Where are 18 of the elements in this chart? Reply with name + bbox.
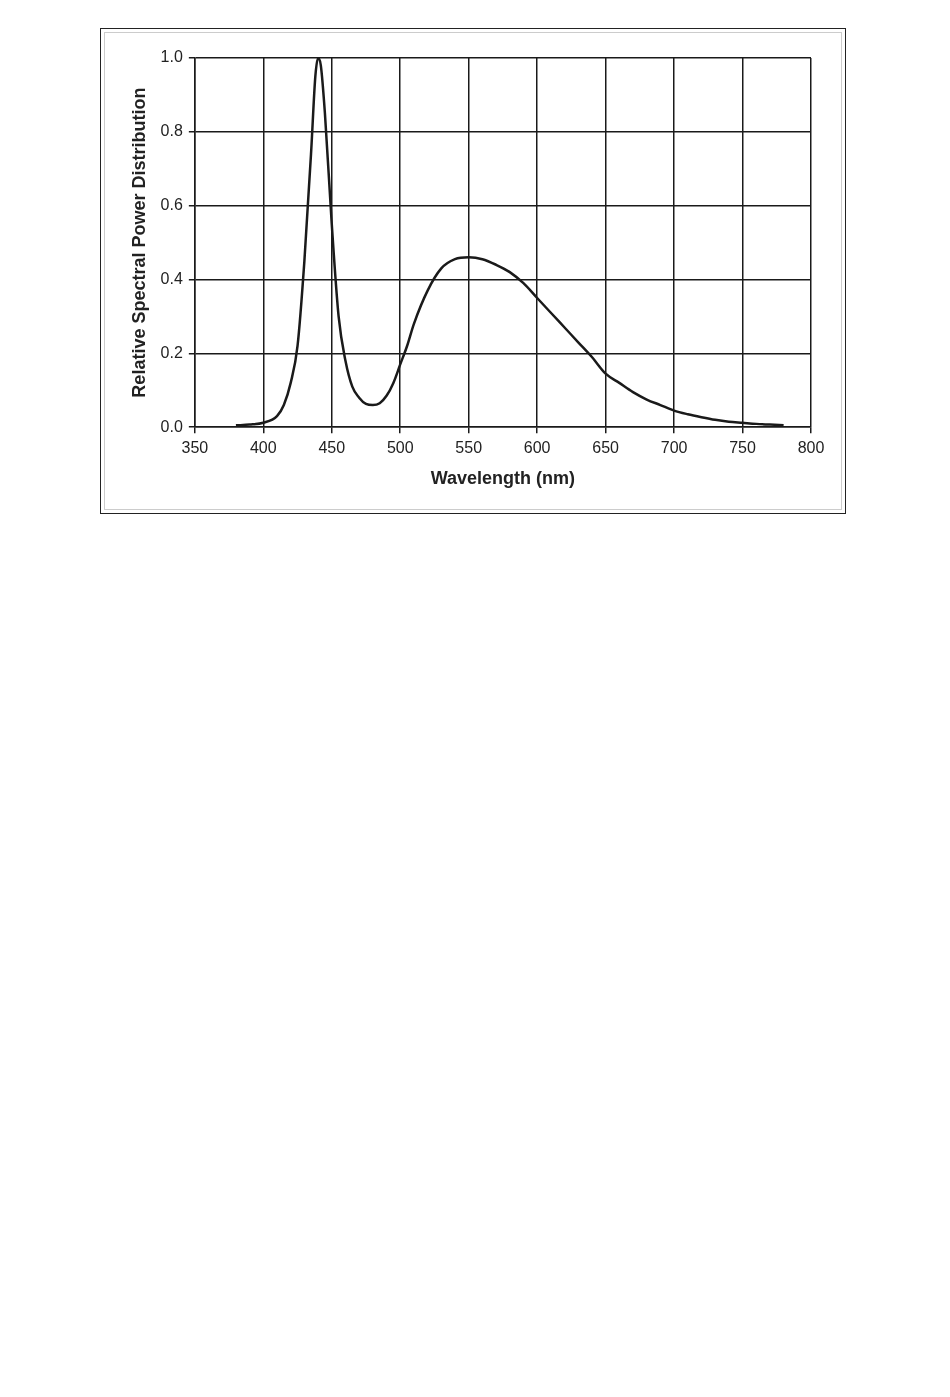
x-tick-label: 350 xyxy=(181,439,209,457)
x-tick-label: 800 xyxy=(797,439,825,457)
y-tick-label: 0.8 xyxy=(160,122,183,140)
x-tick-label: 550 xyxy=(455,439,483,457)
x-axis-title: Wavelength (nm) xyxy=(430,468,576,489)
y-tick-label: 0.2 xyxy=(160,343,183,361)
x-tick-label: 750 xyxy=(729,439,756,457)
x-tick-label: 600 xyxy=(523,439,551,457)
x-tick-label: 400 xyxy=(249,439,277,457)
x-tick-label: 450 xyxy=(318,439,346,457)
y-tick-label: 0.6 xyxy=(160,196,183,214)
y-tick-label: 0.0 xyxy=(160,417,183,435)
x-tick-label: 500 xyxy=(386,439,414,457)
y-tick-label: 0.4 xyxy=(160,269,183,287)
y-axis-title: Relative Spectral Power Distribution xyxy=(128,87,149,398)
x-tick-label: 650 xyxy=(592,439,620,457)
y-tick-label: 1.0 xyxy=(160,48,183,66)
x-tick-label: 700 xyxy=(660,439,688,457)
